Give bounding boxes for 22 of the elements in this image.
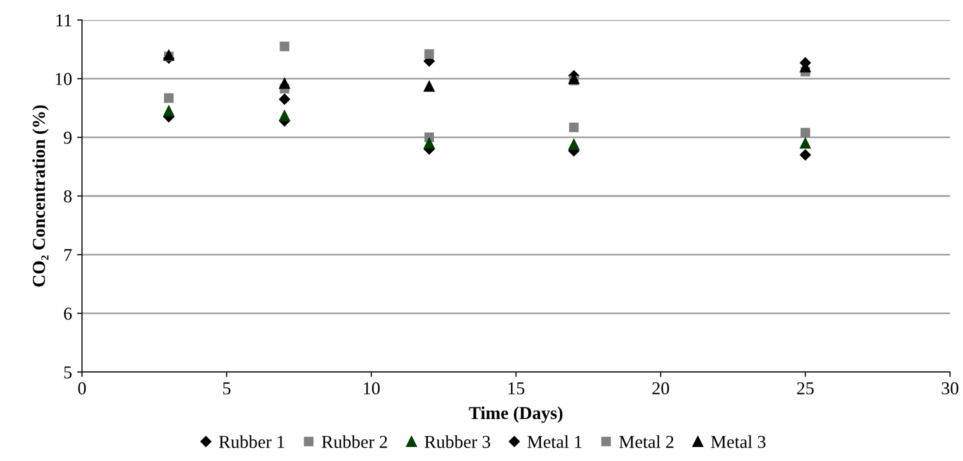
legend-label: Metal 2 — [619, 435, 674, 448]
y-tick-label: 10 — [56, 72, 72, 86]
x-tick-label: 5 — [223, 382, 230, 394]
x-tick-label: 15 — [508, 382, 524, 394]
y-tick-label: 6 — [64, 308, 72, 320]
y-tick-label: 7 — [64, 249, 72, 261]
x-tick-label: 30 — [942, 382, 958, 394]
x-tick-label: 25 — [797, 382, 814, 394]
legend-label: Rubber 2 — [322, 435, 388, 448]
y-tick-label: 5 — [64, 366, 72, 378]
y-tick-label: 8 — [64, 190, 72, 202]
y-axis-title: CO₂ Concentration (%) — [32, 105, 49, 287]
legend-label: Rubber 1 — [219, 435, 284, 448]
x-tick-label: 0 — [78, 382, 86, 394]
legend-label: Rubber 3 — [424, 435, 490, 448]
y-tick-label: 9 — [64, 132, 72, 144]
legend-label: Metal 1 — [527, 435, 582, 448]
legend-label: Metal 3 — [711, 435, 766, 448]
x-axis-title: Time (Days) — [469, 406, 562, 423]
x-tick-label: 10 — [364, 382, 380, 394]
y-tick-label: 11 — [56, 14, 72, 26]
x-tick-label: 20 — [652, 382, 670, 394]
